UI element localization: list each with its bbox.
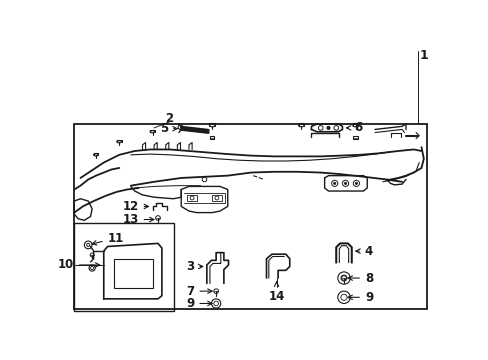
Text: 2: 2 [165,112,173,125]
Circle shape [333,182,335,184]
Circle shape [344,182,346,184]
Text: 5: 5 [160,122,177,135]
Bar [210,136,214,139]
Text: 4: 4 [355,244,372,258]
Text: 11: 11 [92,231,123,245]
Text: 3: 3 [186,260,203,273]
Text: 10: 10 [58,258,74,271]
Bar [74,124,426,309]
Text: 7: 7 [186,285,212,298]
Text: 12: 12 [122,200,148,213]
Text: 1: 1 [418,49,427,62]
Circle shape [354,182,357,184]
Bar [212,195,221,201]
Text: 8: 8 [347,271,372,284]
Bar [187,195,196,201]
Text: 14: 14 [268,289,284,303]
Text: 9: 9 [186,297,212,310]
Text: 13: 13 [122,213,154,226]
Circle shape [326,126,329,130]
Bar [114,259,152,288]
Text: 9: 9 [347,291,372,304]
Text: 6: 6 [346,121,362,134]
Bar [74,222,173,311]
Bar [353,136,357,139]
